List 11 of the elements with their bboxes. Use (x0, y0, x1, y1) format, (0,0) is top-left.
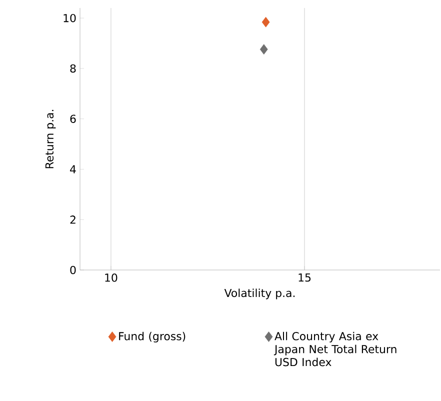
y-tick-label: 4 (70, 165, 76, 174)
legend-label: Fund (gross) (119, 332, 186, 342)
y-axis-title: Return p.a. (45, 110, 56, 168)
y-tick-label: 0 (70, 266, 76, 274)
y-tick-label: 8 (70, 64, 76, 73)
y-tick-label: 2 (70, 216, 76, 224)
x-axis-title: Volatility p.a. (224, 288, 295, 300)
x-tick-label: 15 (298, 274, 311, 282)
y-tick-label: 6 (70, 114, 76, 123)
y-tick-label: 10 (64, 14, 76, 22)
legend-label: All Country Asia ex Japan Net Total Return USD Index (274, 332, 396, 366)
